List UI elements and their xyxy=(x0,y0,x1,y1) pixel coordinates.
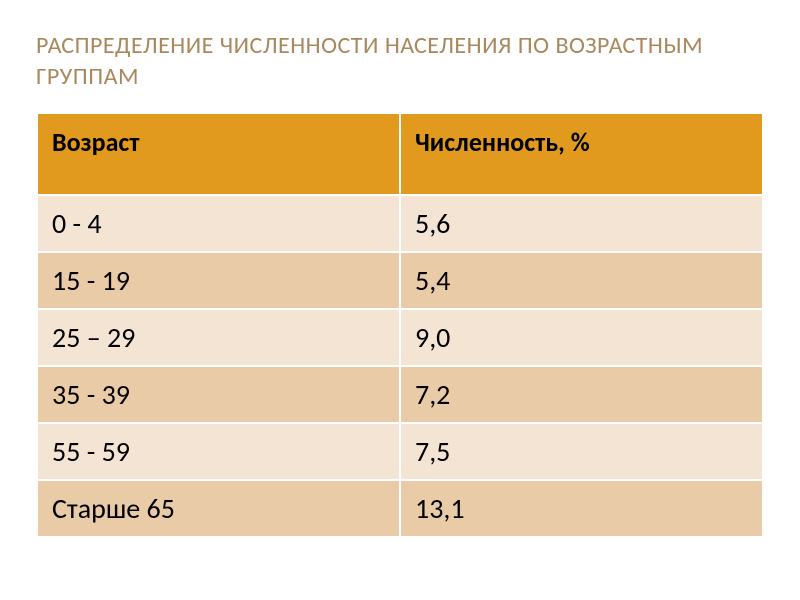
cell-age: Старше 65 xyxy=(37,480,400,537)
cell-age: 15 - 19 xyxy=(37,252,400,309)
table-body: 0 - 4 5,6 15 - 19 5,4 25 – 29 9,0 35 - 3… xyxy=(37,195,763,537)
slide-title: РАСПРЕДЕЛЕНИЕ ЧИСЛЕННОСТИ НАСЕЛЕНИЯ ПО В… xyxy=(36,30,764,92)
cell-age: 55 - 59 xyxy=(37,423,400,480)
table-row: 15 - 19 5,4 xyxy=(37,252,763,309)
cell-value: 5,6 xyxy=(400,195,763,252)
cell-value: 13,1 xyxy=(400,480,763,537)
cell-age: 35 - 39 xyxy=(37,366,400,423)
table-header-row: Возраст Численность, % xyxy=(37,113,763,195)
population-table: Возраст Численность, % 0 - 4 5,6 15 - 19… xyxy=(36,112,764,538)
table-row: 35 - 39 7,2 xyxy=(37,366,763,423)
table-row: 25 – 29 9,0 xyxy=(37,309,763,366)
cell-value: 7,5 xyxy=(400,423,763,480)
slide-container: РАСПРЕДЕЛЕНИЕ ЧИСЛЕННОСТИ НАСЕЛЕНИЯ ПО В… xyxy=(0,0,800,600)
cell-age: 25 – 29 xyxy=(37,309,400,366)
column-header-value: Численность, % xyxy=(400,113,763,195)
table-row: 0 - 4 5,6 xyxy=(37,195,763,252)
cell-value: 7,2 xyxy=(400,366,763,423)
table-row: Старше 65 13,1 xyxy=(37,480,763,537)
cell-value: 9,0 xyxy=(400,309,763,366)
table-row: 55 - 59 7,5 xyxy=(37,423,763,480)
cell-age: 0 - 4 xyxy=(37,195,400,252)
cell-value: 5,4 xyxy=(400,252,763,309)
column-header-age: Возраст xyxy=(37,113,400,195)
